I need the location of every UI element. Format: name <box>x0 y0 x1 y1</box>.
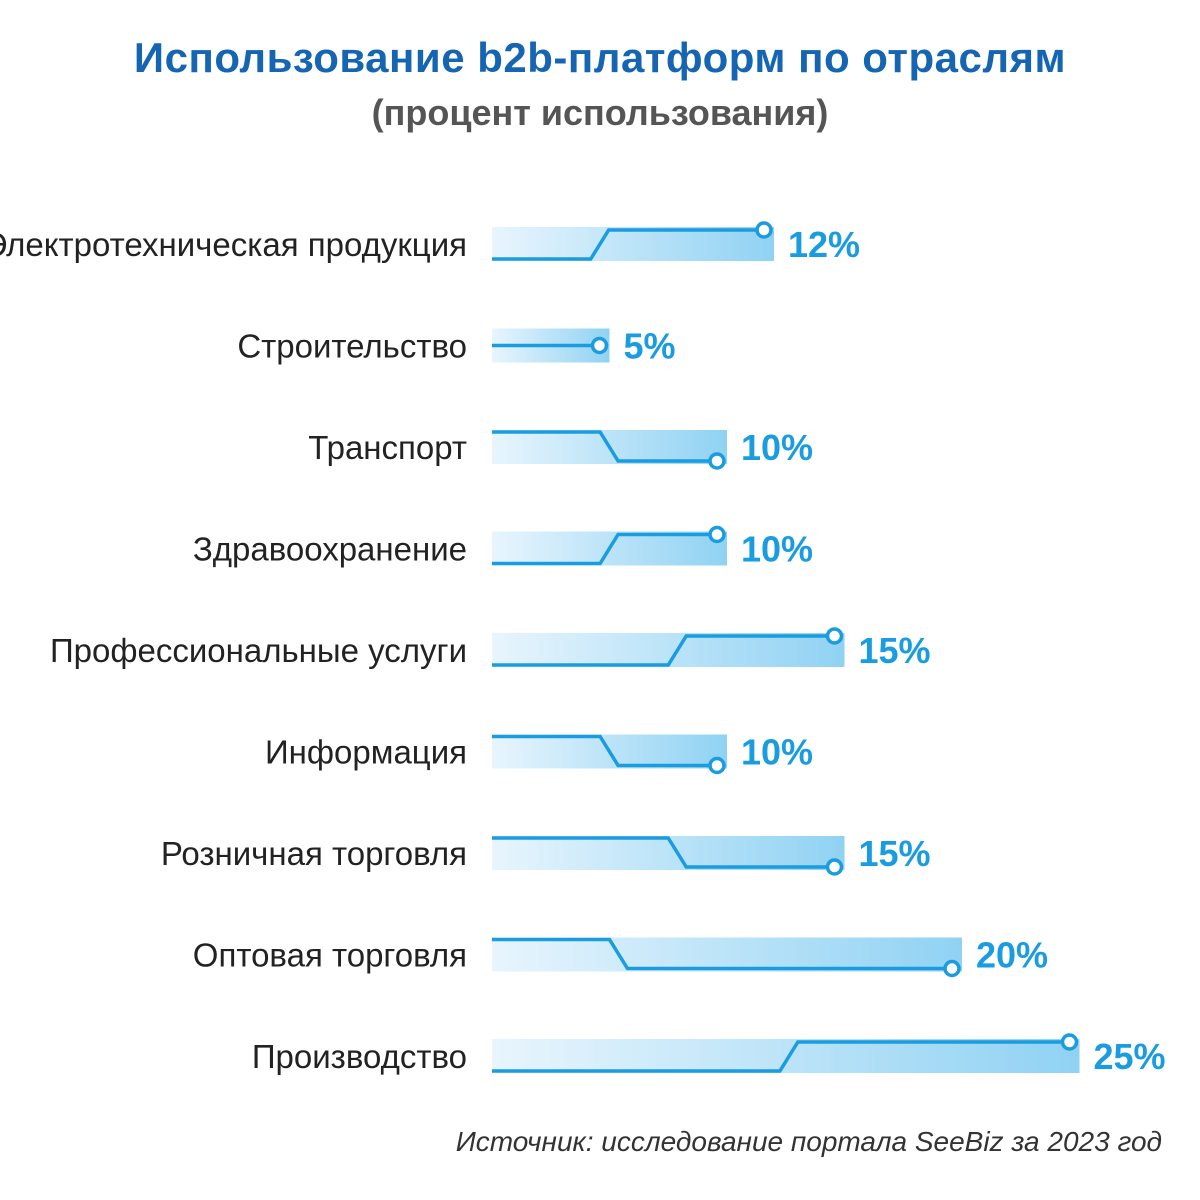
category-label: Транспорт <box>308 429 467 466</box>
source-note: Источник: исследование портала SeeBiz за… <box>455 1126 1162 1157</box>
bar-end-marker <box>943 959 961 978</box>
bar <box>492 937 962 972</box>
bar-end-marker <box>708 756 726 775</box>
chart-title: Использование b2b-платформ по отраслям <box>133 34 1067 81</box>
bar-line <box>492 937 946 971</box>
category-label: Производство <box>252 1038 467 1075</box>
bar-line <box>492 734 711 768</box>
value-label: 10% <box>741 529 813 570</box>
bar-line <box>492 1040 1064 1073</box>
value-label: 12% <box>788 224 860 265</box>
bar-end-marker <box>1060 1033 1079 1051</box>
value-label: 5% <box>624 326 676 367</box>
bar-end-marker <box>755 221 773 239</box>
bar-line <box>492 836 829 869</box>
category-label: Розничная торговля <box>161 835 467 872</box>
value-label: 20% <box>976 935 1048 976</box>
bar-end-marker <box>825 858 844 876</box>
chart-subtitle: (процент использования) <box>371 92 829 133</box>
value-label: 15% <box>859 630 931 671</box>
bar-line <box>492 532 711 566</box>
bar-line <box>492 228 758 261</box>
value-label: 25% <box>1094 1036 1166 1077</box>
category-label: Строительство <box>237 328 467 365</box>
bar <box>492 1039 1080 1073</box>
bar <box>492 836 845 870</box>
category-label: Оптовая торговля <box>193 937 467 974</box>
value-label: 15% <box>859 833 931 874</box>
category-label: Электротехническая продукция <box>0 226 467 263</box>
bar-end-marker <box>708 525 726 544</box>
bar-line <box>492 430 711 463</box>
category-label: Здравоохранение <box>193 531 467 568</box>
value-label: 10% <box>741 732 813 773</box>
bar-end-marker <box>708 452 726 470</box>
value-label: 10% <box>741 427 813 468</box>
bar <box>492 633 845 667</box>
bar-end-marker <box>590 336 609 355</box>
bar-line <box>492 634 829 667</box>
category-label: Профессиональные услуги <box>50 632 467 669</box>
bar-end-marker <box>825 627 844 645</box>
category-label: Информация <box>265 734 467 771</box>
bar <box>492 227 774 261</box>
